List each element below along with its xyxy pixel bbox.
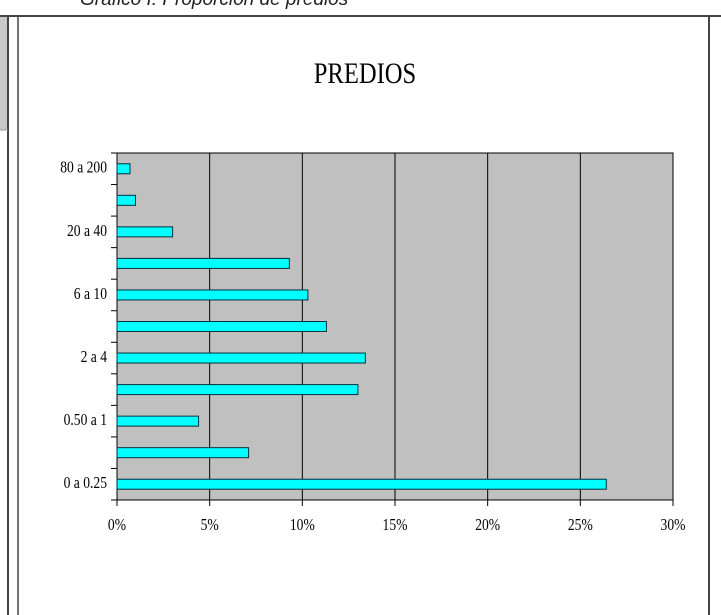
y-tick-label: 6 a 10 bbox=[74, 284, 107, 303]
x-tick-label: 0% bbox=[108, 516, 126, 535]
x-tick-label: 10% bbox=[290, 516, 315, 535]
bar bbox=[116, 384, 359, 396]
side-panel bbox=[0, 15, 8, 130]
bar bbox=[116, 352, 366, 364]
bar bbox=[116, 478, 607, 490]
bar bbox=[116, 415, 200, 427]
y-tick-label: 20 a 40 bbox=[67, 221, 107, 240]
chart-title: PREDIOS bbox=[314, 57, 416, 90]
bar bbox=[116, 163, 131, 175]
x-tick-label: 30% bbox=[661, 516, 686, 535]
y-tick-label: 0.50 a 1 bbox=[64, 411, 107, 430]
y-tick-label: 80 a 200 bbox=[60, 158, 107, 177]
bar bbox=[116, 321, 327, 332]
bar bbox=[116, 289, 309, 301]
bar bbox=[116, 226, 174, 238]
bar bbox=[116, 194, 137, 206]
x-tick-label: 20% bbox=[475, 516, 500, 535]
y-tick-label: 0 a 0.25 bbox=[64, 474, 108, 493]
y-tick-label: 2 a 4 bbox=[81, 348, 108, 367]
bar bbox=[116, 257, 290, 269]
x-tick-label: 25% bbox=[568, 516, 593, 535]
x-tick-label: 5% bbox=[201, 516, 219, 535]
x-tick-label: 15% bbox=[383, 516, 408, 535]
caption: Gráfico I: Proporción de predios bbox=[80, 0, 349, 10]
bar bbox=[116, 447, 250, 459]
